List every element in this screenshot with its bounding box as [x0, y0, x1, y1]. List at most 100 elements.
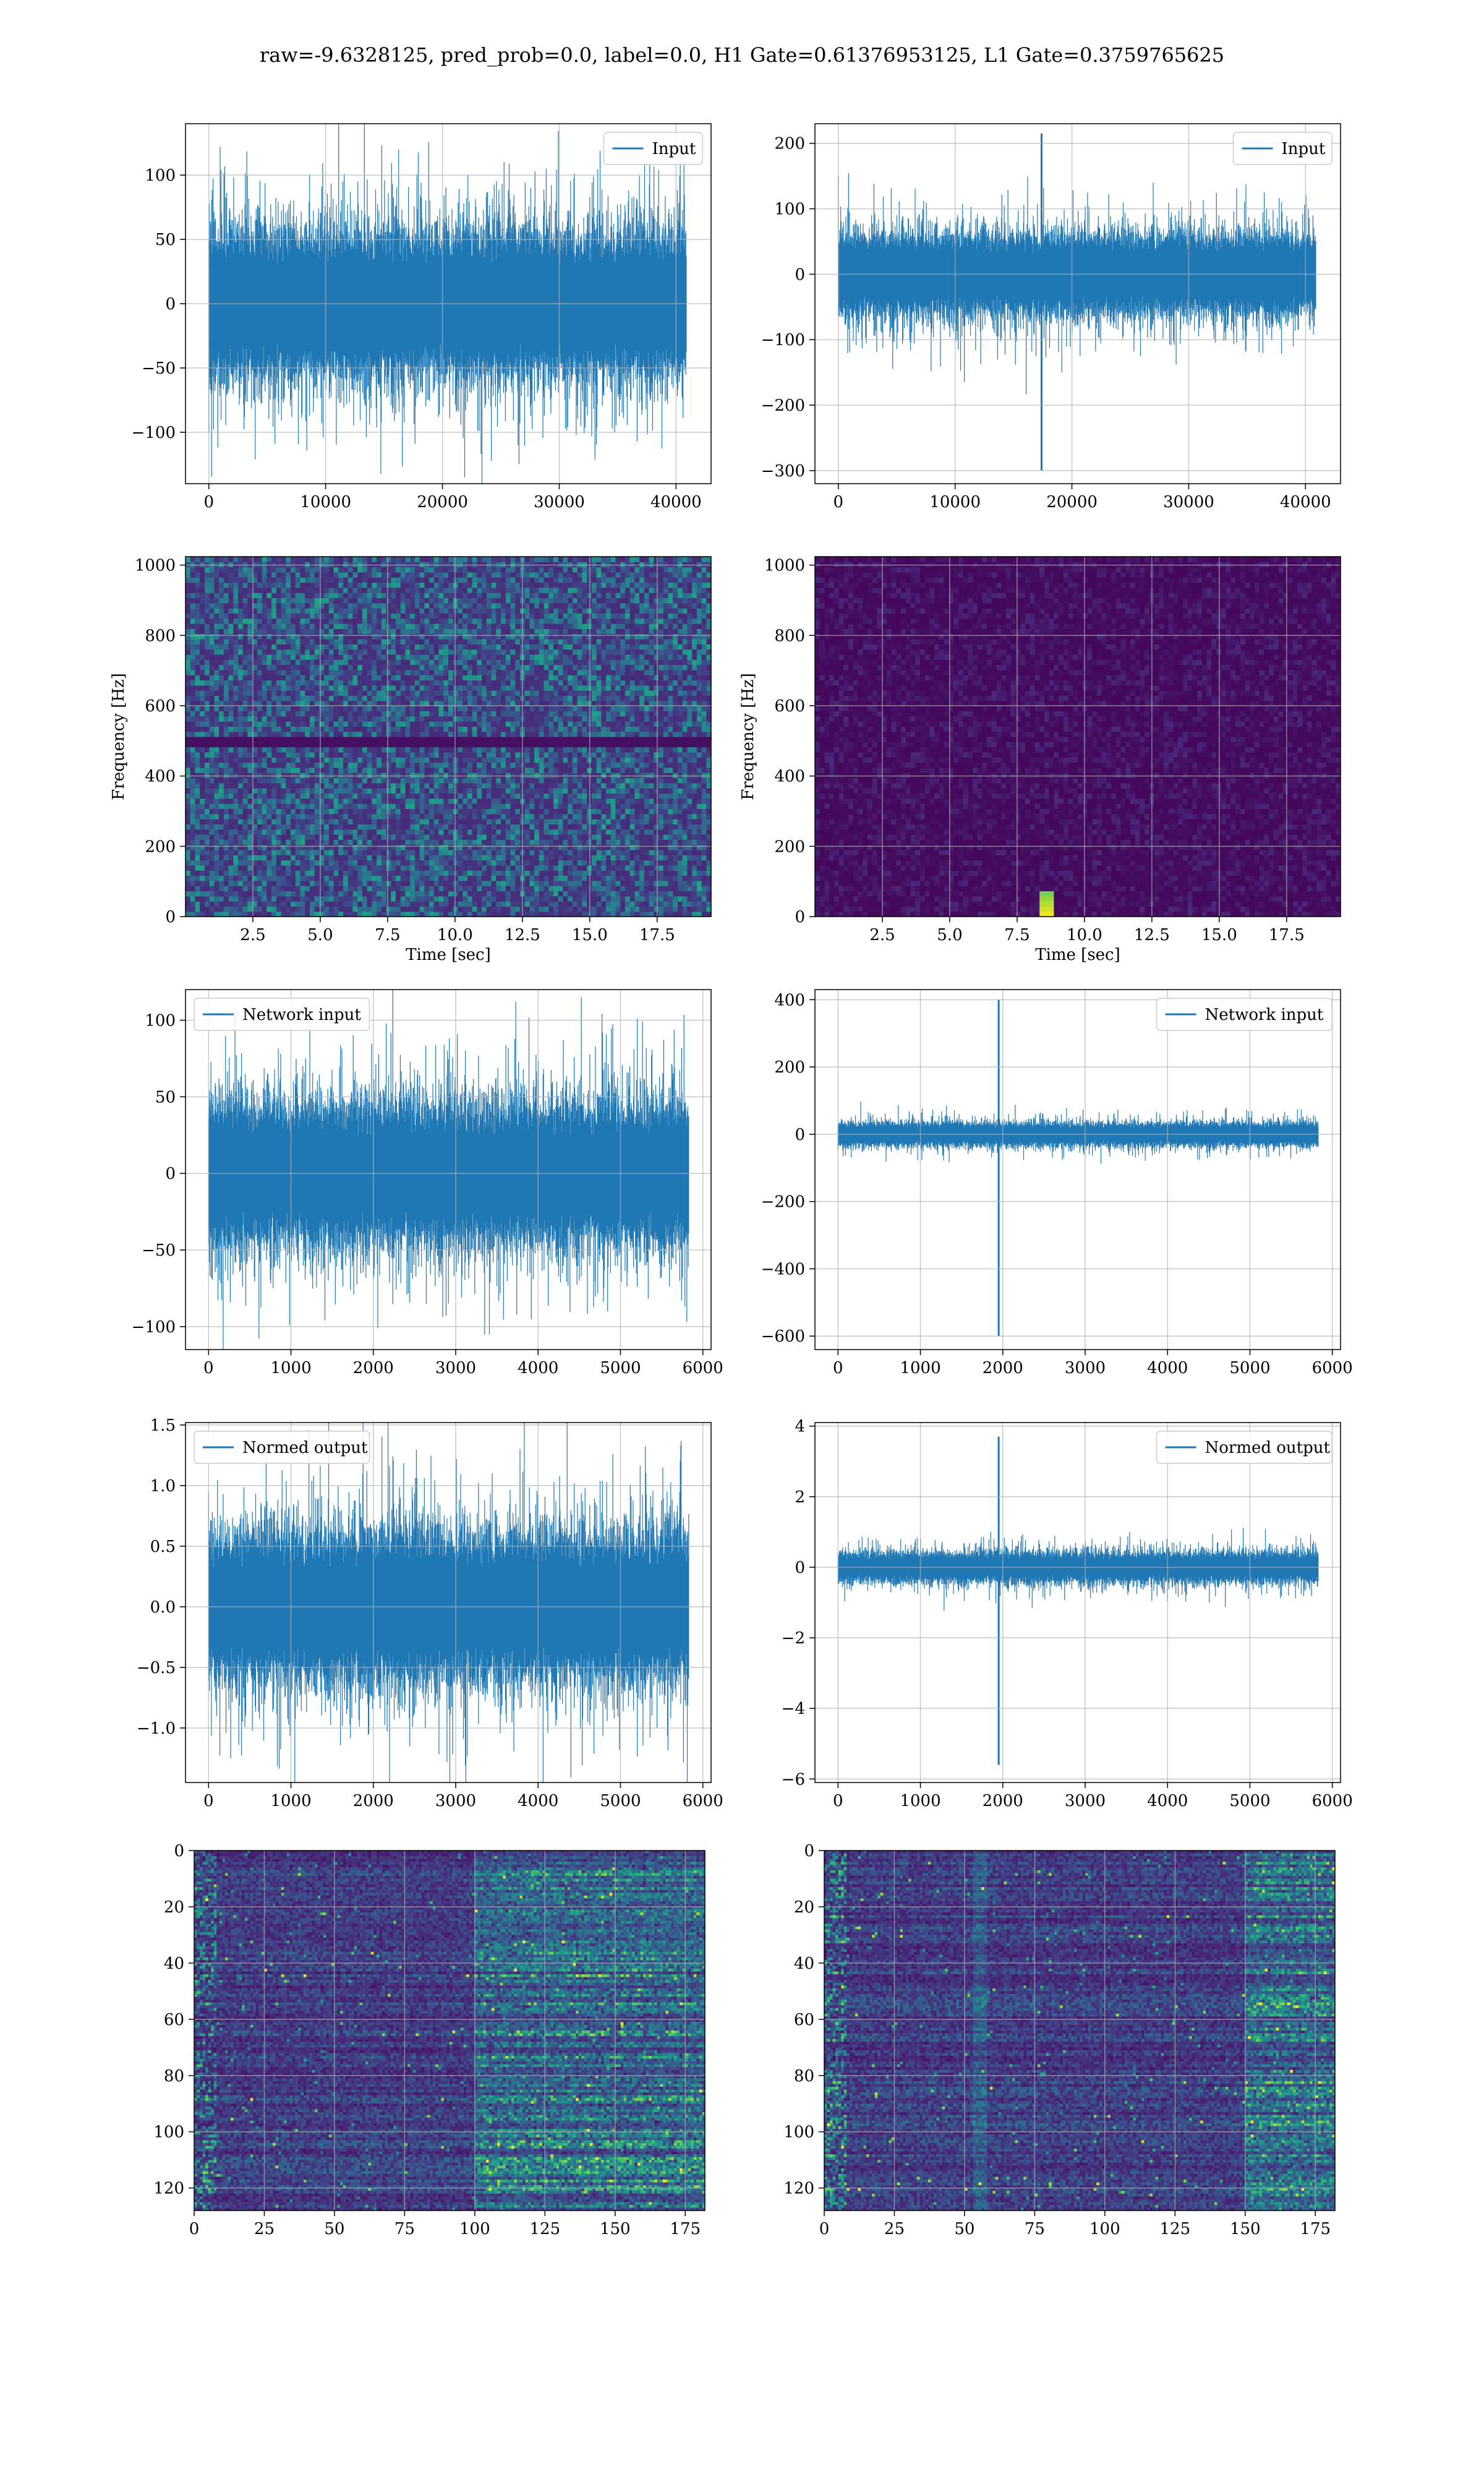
legend-label: Input — [1282, 140, 1326, 158]
legend: Input — [1234, 132, 1333, 165]
x-tick-label: 3000 — [435, 1359, 476, 1377]
x-tick-label: 175 — [670, 2220, 701, 2238]
x-tick-label: 3000 — [1065, 1792, 1106, 1810]
y-tick-label: 60 — [164, 2011, 184, 2029]
legend-label: Network input — [242, 1006, 361, 1024]
x-tick-label: 17.5 — [1269, 926, 1305, 944]
x-tick-label: 20000 — [1046, 493, 1098, 511]
x-tick-label: 30000 — [1163, 493, 1214, 511]
x-tick-label: 15.0 — [572, 926, 608, 944]
x-axis-label: Time [sec] — [1035, 946, 1120, 964]
x-tick-label: 10000 — [300, 493, 351, 511]
x-tick-label: 0 — [204, 493, 215, 511]
y-tick-label: 100 — [783, 2123, 814, 2142]
y-tick-label: −2 — [782, 1629, 805, 1648]
y-tick-label: 1.5 — [150, 1416, 176, 1435]
y-tick-label: 200 — [774, 135, 805, 153]
x-tick-label: 4000 — [1147, 1359, 1188, 1377]
legend: Normed output — [1157, 1431, 1333, 1463]
y-tick-label: 800 — [774, 627, 805, 645]
x-tick-label: 30000 — [534, 493, 585, 511]
x-tick-label: 1000 — [900, 1792, 940, 1810]
y-tick-label: −400 — [761, 1260, 805, 1278]
x-tick-label: 10.0 — [437, 926, 473, 944]
y-tick-label: 120 — [153, 2180, 184, 2198]
x-tick-label: 10000 — [929, 493, 981, 511]
x-tick-label: 1000 — [270, 1359, 311, 1377]
x-tick-label: 0 — [819, 2220, 830, 2238]
x-tick-label: 5000 — [1229, 1359, 1270, 1377]
x-tick-label: 0 — [833, 1359, 843, 1377]
x-tick-label: 4000 — [518, 1359, 558, 1377]
y-tick-label: −6 — [782, 1770, 805, 1789]
y-tick-label: 60 — [794, 2011, 814, 2029]
y-tick-label: 40 — [164, 1954, 184, 1973]
figure-suptitle: raw=-9.6328125, pred_prob=0.0, label=0.0… — [260, 43, 1224, 67]
x-tick-label: 0 — [834, 493, 844, 511]
x-tick-label: 40000 — [1280, 493, 1331, 511]
y-tick-label: 600 — [145, 697, 176, 716]
x-tick-label: 150 — [1230, 2220, 1261, 2238]
y-tick-label: −4 — [782, 1700, 805, 1718]
x-tick-label: 0 — [203, 1359, 214, 1377]
y-tick-label: −100 — [132, 424, 176, 442]
x-tick-label: 1000 — [900, 1359, 940, 1377]
y-tick-label: 0 — [795, 908, 805, 927]
x-tick-label: 100 — [1090, 2220, 1120, 2238]
x-tick-label: 15.0 — [1201, 926, 1237, 944]
y-tick-label: 80 — [164, 2067, 184, 2086]
x-tick-label: 7.5 — [1004, 926, 1030, 944]
x-tick-label: 75 — [1025, 2220, 1045, 2238]
x-tick-label: 125 — [529, 2220, 560, 2238]
y-tick-label: 600 — [774, 697, 805, 716]
x-tick-label: 4000 — [1147, 1792, 1188, 1810]
x-tick-label: 25 — [884, 2220, 905, 2238]
x-tick-label: 6000 — [683, 1359, 723, 1377]
y-tick-label: 0.0 — [150, 1598, 176, 1617]
y-tick-label: 0 — [795, 1559, 805, 1577]
y-tick-label: 0 — [165, 1165, 176, 1183]
x-tick-label: 6000 — [1312, 1359, 1353, 1377]
x-tick-label: 75 — [394, 2220, 415, 2238]
y-tick-label: −300 — [761, 462, 805, 481]
y-axis-label: Frequency [Hz] — [739, 673, 757, 800]
legend-label: Normed output — [1205, 1439, 1331, 1457]
y-tick-label: −600 — [761, 1327, 805, 1346]
x-tick-label: 0 — [833, 1792, 843, 1810]
y-tick-label: −1.0 — [137, 1719, 176, 1738]
y-tick-label: 100 — [145, 1012, 176, 1030]
x-tick-label: 25 — [254, 2220, 275, 2238]
y-axis-label: Frequency [Hz] — [109, 673, 128, 800]
legend: Input — [604, 132, 703, 165]
y-tick-label: 200 — [774, 837, 805, 856]
y-tick-label: 800 — [145, 627, 176, 645]
plot-area — [194, 1851, 706, 2211]
y-tick-label: 0 — [165, 908, 176, 927]
y-tick-label: 1000 — [764, 557, 805, 575]
x-tick-label: 0 — [203, 1792, 214, 1810]
x-tick-label: 2000 — [983, 1359, 1023, 1377]
y-tick-label: 100 — [153, 2123, 184, 2142]
x-tick-label: 0 — [189, 2220, 200, 2238]
y-tick-label: −100 — [132, 1318, 176, 1337]
plot-area — [815, 557, 1341, 917]
y-tick-label: 100 — [774, 200, 805, 219]
x-tick-label: 12.5 — [505, 926, 540, 944]
x-tick-label: 50 — [954, 2220, 974, 2238]
y-tick-label: −0.5 — [137, 1659, 176, 1677]
y-tick-label: 0 — [804, 1842, 814, 1860]
x-tick-label: 3000 — [1065, 1359, 1106, 1377]
x-tick-label: 2.5 — [869, 926, 895, 944]
y-tick-label: 100 — [145, 166, 176, 185]
y-tick-label: 400 — [145, 768, 176, 786]
x-tick-label: 7.5 — [375, 926, 400, 944]
plot-area — [186, 557, 712, 917]
y-tick-label: 0 — [795, 265, 805, 284]
y-tick-label: 200 — [774, 1058, 805, 1077]
y-tick-label: 40 — [794, 1954, 814, 1973]
x-tick-label: 5000 — [600, 1792, 641, 1810]
y-tick-label: 1000 — [135, 557, 176, 575]
y-tick-label: −100 — [761, 331, 805, 349]
y-tick-label: 200 — [145, 837, 176, 856]
x-tick-label: 175 — [1300, 2220, 1331, 2238]
